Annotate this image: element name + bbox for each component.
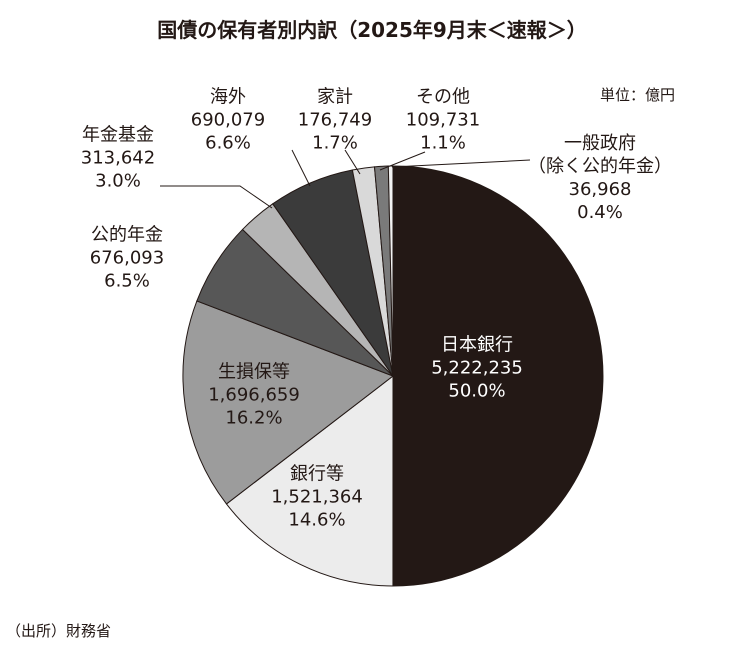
percentage-label: 1.1% <box>420 132 466 154</box>
slice-label: 家計 176,749 1.7% <box>298 86 372 155</box>
percentage-label: 6.5% <box>104 270 150 292</box>
percentage-label: 0.4% <box>577 202 623 223</box>
value-label: 176,749 <box>297 109 373 131</box>
leader-line <box>379 151 426 171</box>
slice-label: その他 109,731 1.1% <box>406 86 480 155</box>
pie-slice <box>182 300 395 505</box>
leader-line <box>160 185 273 209</box>
leader-line <box>344 149 361 175</box>
category-label: 海外 <box>210 86 246 108</box>
category-label: 年金基金 <box>82 124 154 146</box>
leader-line <box>291 149 311 187</box>
leader-line <box>391 159 531 168</box>
slice-label: 公的年金 676,093 6.5% <box>90 224 164 293</box>
value-label: 5,222,235 <box>431 357 523 379</box>
percentage-label: 50.0% <box>448 380 506 402</box>
value-label: 313,642 <box>80 147 156 169</box>
slice-label: 日本銀行 5,222,235 50.0% <box>431 334 523 403</box>
category-label: 生損保等 <box>217 361 290 383</box>
value-label: 109,731 <box>405 109 481 131</box>
slice-label: 一般政府 （除く公的年金） 36,968 0.4% <box>528 132 672 224</box>
category-label: 家計 <box>317 86 353 108</box>
percentage-label: 3.0% <box>95 170 141 192</box>
category-label: その他 <box>416 86 470 108</box>
percentage-label: 16.2% <box>225 407 283 429</box>
value-label: 690,079 <box>190 109 266 131</box>
category-label: 公的年金 <box>91 224 163 246</box>
unit-label: 単位：億円 <box>600 86 676 104</box>
category-label: 一般政府 （除く公的年金） <box>528 133 672 177</box>
pie-slice <box>225 374 394 587</box>
chart-title: 国債の保有者別内訳（2025年9月末＜速報＞） <box>157 18 587 42</box>
source-note: （出所）財務省 <box>6 622 112 640</box>
category-label: 日本銀行 <box>440 334 513 356</box>
value-label: 36,968 <box>568 179 632 200</box>
value-label: 676,093 <box>89 247 165 269</box>
value-label: 1,521,364 <box>271 486 363 508</box>
slice-label: 銀行等 1,521,364 14.6% <box>271 463 363 532</box>
percentage-label: 1.7% <box>312 132 358 154</box>
slice-label: 海外 690,079 6.6% <box>191 86 265 155</box>
category-label: 銀行等 <box>289 463 344 485</box>
slice-label: 生損保等 1,696,659 16.2% <box>208 361 300 430</box>
slice-label: 年金基金 313,642 3.0% <box>81 124 155 193</box>
percentage-label: 6.6% <box>205 132 251 154</box>
pie-slice <box>392 165 604 587</box>
value-label: 1,696,659 <box>208 384 300 406</box>
percentage-label: 14.6% <box>288 509 346 531</box>
leader-lines <box>160 149 531 209</box>
